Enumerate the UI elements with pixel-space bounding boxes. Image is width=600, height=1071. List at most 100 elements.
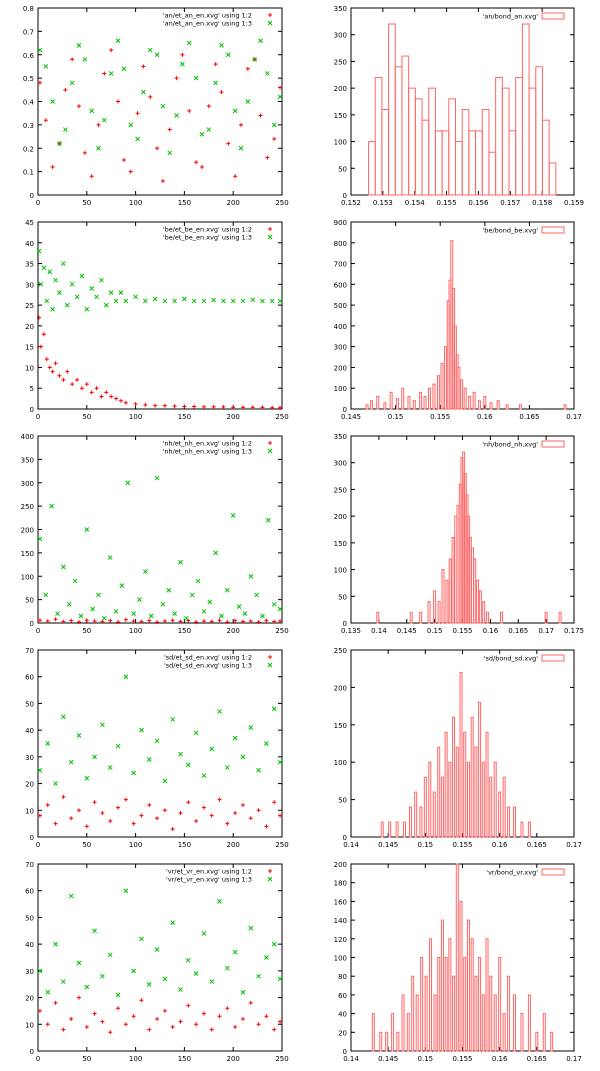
- histogram-bar: [401, 387, 405, 410]
- legend-label: 'an/et_an_en.xvg' using 1:2: [163, 12, 252, 20]
- histogram-bar: [433, 590, 437, 624]
- legend-marker: [267, 20, 273, 26]
- data-point: [162, 403, 167, 408]
- histogram-bar: [437, 957, 441, 1052]
- legend-swatch: [541, 226, 565, 234]
- data-point: [92, 619, 97, 624]
- y-tick-label: 0: [343, 406, 347, 414]
- data-point: [194, 1022, 199, 1027]
- histogram-bar: [448, 938, 452, 1052]
- histogram-bar: [374, 76, 383, 196]
- y-tick-label: 100: [21, 573, 34, 581]
- data-point: [114, 396, 119, 401]
- x-tick-label: 0.157: [500, 199, 520, 207]
- data-point: [141, 89, 146, 95]
- data-point: [258, 38, 263, 44]
- x-tick-label: 150: [178, 1055, 191, 1063]
- data-point: [258, 113, 263, 118]
- data-point: [137, 597, 142, 602]
- data-point: [108, 290, 114, 295]
- data-point: [178, 810, 183, 815]
- data-point: [92, 754, 97, 760]
- x-tick-label: 100: [129, 1055, 142, 1063]
- data-point: [108, 1030, 113, 1035]
- x-tick-label: 0: [36, 1055, 40, 1063]
- data-point: [53, 361, 58, 366]
- data-point: [96, 122, 101, 127]
- y-tick-label: 200: [21, 527, 34, 535]
- x-tick-label: 0.135: [341, 627, 361, 635]
- x-tick-label: 50: [82, 199, 91, 207]
- data-point: [66, 601, 72, 607]
- legend-label: 'sd/bond_sd.xvg': [484, 655, 538, 663]
- data-point: [119, 583, 125, 588]
- data-point: [89, 174, 94, 179]
- histogram-bar: [528, 87, 537, 196]
- data-point: [269, 298, 275, 304]
- data-point: [47, 269, 53, 275]
- data-point: [96, 145, 101, 151]
- histogram-bar: [521, 23, 530, 196]
- data-point: [45, 989, 51, 995]
- data-point: [256, 767, 261, 773]
- legend-label: 'an/bond_an.xvg': [483, 13, 539, 21]
- legend-marker: [268, 227, 272, 231]
- legend-marker: [268, 869, 272, 873]
- data-point: [100, 1019, 105, 1024]
- data-point: [84, 1024, 89, 1029]
- y-tick-label: 400: [21, 433, 34, 441]
- histogram-bar: [456, 504, 460, 624]
- data-point: [155, 816, 160, 821]
- data-point: [118, 398, 123, 403]
- legend-marker: [268, 441, 272, 445]
- x-tick-label: 0.155: [452, 841, 472, 849]
- histogram-bar: [427, 601, 431, 624]
- data-point: [53, 941, 58, 947]
- data-point: [187, 108, 192, 113]
- histogram-bar: [482, 601, 486, 624]
- data-point: [113, 298, 119, 304]
- data-point: [252, 57, 258, 62]
- data-point: [219, 90, 224, 95]
- histogram-bar: [520, 1013, 524, 1052]
- data-point: [271, 601, 277, 607]
- data-point: [238, 145, 244, 151]
- histogram-bar: [513, 806, 517, 838]
- data-point: [76, 995, 81, 1000]
- y-tick-label: 0.4: [23, 99, 35, 107]
- y-tick-label: 0.7: [23, 28, 34, 36]
- data-point: [69, 281, 75, 287]
- data-point: [76, 808, 81, 813]
- histogram-bar: [407, 396, 411, 410]
- y-tick-label: 40: [338, 1011, 347, 1019]
- x-tick-label: 0.15: [418, 841, 434, 849]
- y-tick-label: 150: [334, 112, 347, 120]
- legend-label: 'nh/et_nh_en.xvg' using 1:3: [163, 448, 252, 456]
- data-point: [182, 404, 187, 409]
- y-tick-label: 60: [25, 888, 34, 896]
- x-tick-label: 0.14: [343, 841, 359, 849]
- histogram-bar: [518, 404, 522, 410]
- histogram-bar: [463, 731, 467, 838]
- data-point: [154, 738, 160, 744]
- data-point: [213, 550, 218, 556]
- legend-label: 'nh/et_nh_en.xvg' using 1:2: [163, 440, 252, 448]
- data-point: [250, 297, 256, 303]
- data-point: [271, 706, 277, 712]
- histogram-bar: [421, 119, 430, 196]
- y-tick-label: 0.3: [23, 122, 34, 130]
- data-point: [131, 770, 137, 776]
- x-tick-label: 0.145: [378, 1055, 398, 1063]
- histogram-bar: [452, 716, 456, 838]
- chart-panel-3: 0 5 10 15 20 25 30 35 40 45 0 50 100 150 200 250 'be/et_…: [25, 219, 289, 421]
- histogram-bar: [395, 398, 399, 410]
- data-point: [162, 778, 168, 784]
- y-tick-label: 350: [334, 433, 347, 441]
- data-point: [178, 619, 183, 624]
- x-tick-label: 0.155: [437, 199, 457, 207]
- x-tick-label: 100: [129, 627, 142, 635]
- y-tick-label: 0: [343, 192, 347, 200]
- data-point: [89, 286, 95, 291]
- data-point: [131, 611, 137, 617]
